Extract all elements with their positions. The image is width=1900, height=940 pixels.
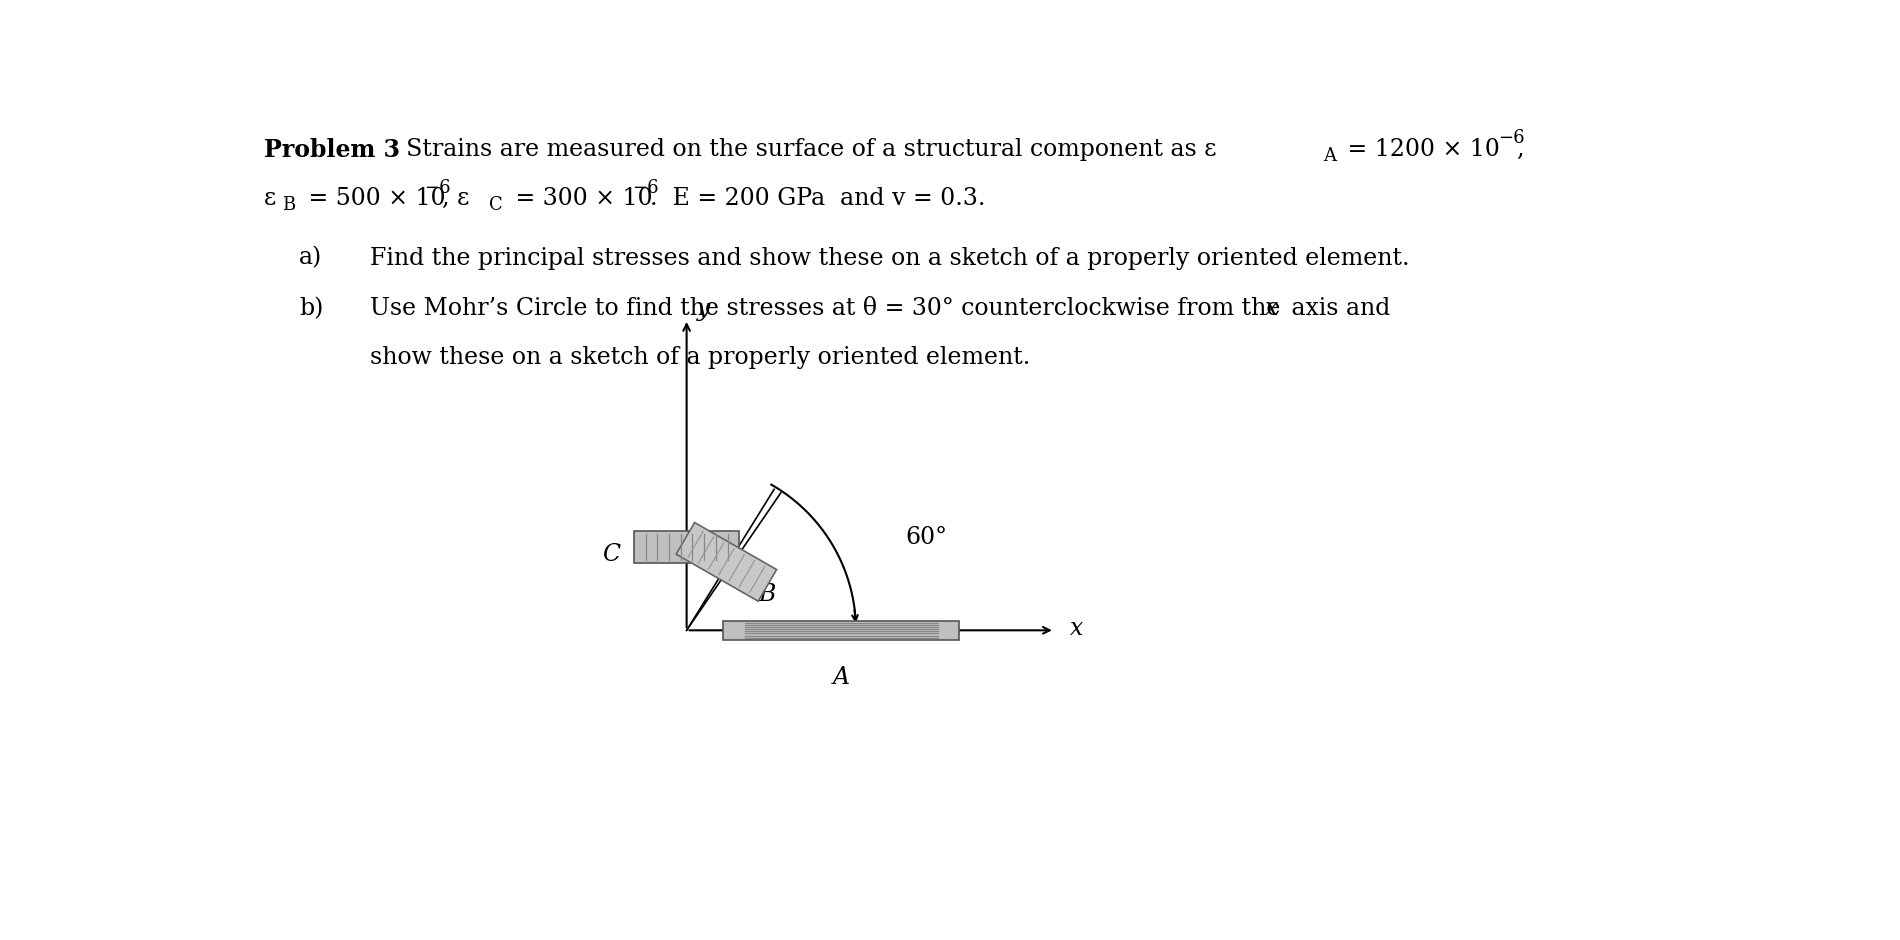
Text: show these on a sketch of a properly oriented element.: show these on a sketch of a properly ori… — [370, 346, 1030, 368]
Text: b): b) — [300, 297, 323, 321]
Text: C: C — [490, 196, 504, 214]
Text: .  E = 200 GPa  and v = 0.3.: . E = 200 GPa and v = 0.3. — [650, 187, 986, 211]
Polygon shape — [635, 531, 739, 563]
Text: A: A — [1322, 147, 1336, 164]
Polygon shape — [724, 621, 960, 640]
Text: −6: −6 — [1497, 130, 1524, 148]
Text: . Strains are measured on the surface of a structural component as ε: . Strains are measured on the surface of… — [391, 138, 1216, 161]
Text: y: y — [697, 298, 711, 321]
Text: = 500 × 10: = 500 × 10 — [300, 187, 445, 211]
Text: Problem 3: Problem 3 — [264, 138, 401, 162]
Text: x: x — [1070, 618, 1083, 640]
Text: a): a) — [300, 246, 323, 270]
Text: B: B — [281, 196, 294, 214]
Text: Find the principal stresses and show these on a sketch of a properly oriented el: Find the principal stresses and show the… — [370, 246, 1410, 270]
Text: Use Mohr’s Circle to find the stresses at θ = 30° counterclockwise from the: Use Mohr’s Circle to find the stresses a… — [370, 297, 1288, 321]
Text: B: B — [758, 583, 777, 606]
Polygon shape — [676, 523, 777, 602]
Text: ε: ε — [264, 187, 276, 211]
Text: A: A — [832, 666, 849, 689]
Text: ,: , — [1516, 138, 1524, 161]
Text: −6: −6 — [633, 179, 659, 196]
Text: = 300 × 10: = 300 × 10 — [509, 187, 654, 211]
Text: x: x — [1265, 297, 1279, 321]
Text: axis and: axis and — [1284, 297, 1391, 321]
Text: −6: −6 — [424, 179, 450, 196]
Text: 60°: 60° — [906, 526, 948, 550]
Text: = 1200 × 10: = 1200 × 10 — [1340, 138, 1501, 161]
Text: , ε: , ε — [443, 187, 469, 211]
Text: C: C — [602, 542, 619, 566]
